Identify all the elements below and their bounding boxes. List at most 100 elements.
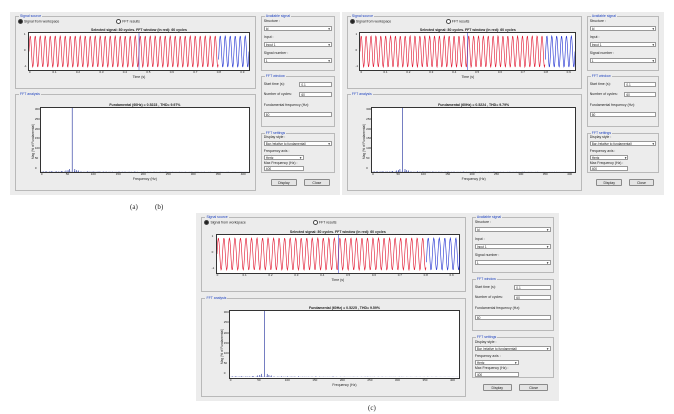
radio-label: Signal from workspace (210, 220, 246, 225)
cycles-input[interactable]: 60 (299, 91, 333, 97)
available-signal-group: Available signal Structure : Id Input : … (471, 214, 554, 274)
signal-xtick: 0.9 (566, 70, 571, 75)
fft-results-radio[interactable]: FFT results (445, 18, 469, 24)
structure-select[interactable]: Id (263, 25, 333, 31)
fft-xtick: 150 (445, 172, 451, 177)
signal-xtick: 0.7 (397, 273, 402, 278)
frequency-axis-select[interactable]: Hertz (263, 154, 304, 160)
fft-xlabel: Frequency (Hz) (132, 177, 157, 182)
fundamental-frequency-input[interactable]: 60 (263, 111, 333, 117)
signal-xtick: 0 (216, 273, 219, 278)
signal-from-workspace-radio[interactable]: Signal from workspace (17, 18, 59, 24)
signal-waveform-svg (28, 33, 249, 71)
fft-xlabel: Frequency (Hz) (332, 382, 357, 387)
start-time-label: Start time (s): (589, 81, 611, 86)
frequency-axis-select[interactable]: Hertz (474, 359, 519, 365)
fft-xtick: 400 (567, 172, 573, 177)
frequency-axis-select[interactable]: Hertz (589, 154, 629, 160)
fft-ytick: 250 (223, 320, 229, 325)
fft-xtick: 200 (140, 172, 146, 177)
fft-plot-title: Fundamental (60Hz) = 0.5224 , THD= 9.79% (438, 102, 510, 107)
display-style-select[interactable]: Bar (relative to fundamental) (589, 141, 657, 147)
fft-spectrum-plot: Fundamental (60Hz) = 0.5223 , THD= 9.97%… (31, 103, 251, 181)
fft-ytick: 150 (223, 340, 229, 345)
fft-analysis-title: FFT analysis (18, 92, 41, 97)
signal-from-workspace-radio[interactable]: Signal from workspace (204, 219, 246, 225)
signal-number-select[interactable]: 1 (474, 260, 551, 266)
input-select[interactable]: Input 1 (263, 42, 333, 48)
fft-ytick: 250 (34, 116, 40, 121)
max-frequency-input[interactable]: 400 (263, 166, 304, 172)
fft-ytick: 150 (34, 136, 40, 141)
signal-number-select[interactable]: 1 (263, 57, 333, 63)
display-button[interactable]: Display (270, 178, 298, 186)
max-frequency-label: Max Frequency (Hz) : (589, 160, 624, 165)
fft-xtick: 250 (367, 377, 373, 382)
signal-xtick: 0.5 (345, 273, 351, 278)
available-signal-title: Available signal (264, 13, 292, 18)
frequency-axis-label: Frequency axis : (474, 353, 501, 358)
signal-xlabel: Time (s) (461, 75, 475, 80)
signal-plot: Selected signal: 80 cycles. FFT window (… (24, 28, 251, 79)
start-time-input[interactable]: 0.1 (299, 81, 333, 87)
signal-ytick: -1 (211, 265, 215, 270)
fft-settings-title: FFT settings (264, 130, 287, 135)
max-frequency-input[interactable]: 400 (589, 166, 629, 172)
fft-results-radio[interactable]: FFT results (312, 219, 337, 225)
close-button[interactable]: Close (303, 178, 331, 186)
radio-unselected-icon (312, 219, 318, 225)
start-time-input[interactable]: 0.1 (624, 81, 657, 87)
fft-settings-group: FFT settings Display style : Bar (relati… (586, 130, 660, 174)
max-frequency-input[interactable]: 400 (474, 371, 519, 377)
fft-spectrum-svg (41, 107, 249, 172)
signal-xtick: 0.3 (429, 70, 434, 75)
start-time-input[interactable]: 0.1 (514, 284, 551, 290)
signal-xlabel: Time (s) (331, 278, 345, 283)
fft-xtick: 100 (284, 377, 290, 382)
cycles-input[interactable]: 60 (514, 294, 551, 300)
fft-xlabel: Frequency (Hz) (461, 177, 486, 182)
close-button[interactable]: Close (628, 178, 655, 186)
fft-xtick: 250 (165, 172, 171, 177)
display-button[interactable]: Display (596, 178, 623, 186)
display-style-label: Display style : (589, 135, 612, 140)
available-signal-group: Available signal Structure : Id Input : … (260, 13, 336, 71)
available-signal-title: Available signal (475, 214, 503, 219)
signal-plot-title: Selected signal: 80 cycles. FFT window (… (419, 28, 516, 33)
fft-ytick: 100 (34, 146, 40, 151)
fft-ytick: 50 (223, 361, 228, 366)
fft-xtick: 200 (469, 172, 475, 177)
signal-xtick: 0.4 (452, 70, 457, 75)
fft-window-c: Signal source Signal from workspace FFT … (196, 213, 559, 401)
fundamental-frequency-input[interactable]: 60 (474, 315, 551, 321)
cycles-input[interactable]: 60 (624, 91, 657, 97)
structure-select[interactable]: Id (589, 25, 657, 31)
structure-select[interactable]: Id (474, 226, 551, 232)
signal-xtick: 0.5 (474, 70, 480, 75)
fft-results-radio[interactable]: FFT results (116, 18, 140, 24)
display-button[interactable]: Display (482, 384, 512, 392)
input-select[interactable]: Input 1 (589, 42, 657, 48)
signal-number-select[interactable]: 1 (589, 57, 657, 63)
signal-number-label: Signal number : (474, 252, 500, 257)
signal-number-label: Signal number : (589, 50, 615, 55)
caption-a: (a) (130, 203, 138, 211)
signal-number-label: Signal number : (263, 50, 289, 55)
fundamental-frequency-input[interactable]: 60 (589, 111, 657, 117)
fft-xtick: 100 (420, 172, 426, 177)
signal-from-workspace-radio[interactable]: Signal from workspace (349, 18, 391, 24)
signal-xtick: 0.9 (449, 273, 454, 278)
display-style-select[interactable]: Bar (relative to fundamental) (263, 141, 333, 147)
signal-xtick: 0.8 (423, 273, 428, 278)
signal-outside-window-series (545, 35, 576, 69)
signal-xtick: 0.7 (193, 70, 198, 75)
fft-plot-title: Fundamental (60Hz) = 0.5223 , THD= 9.97% (109, 102, 181, 107)
structure-label: Structure : (589, 18, 606, 23)
fft-window-settings-title: FFT window (590, 74, 612, 79)
fft-xtick: 100 (90, 172, 96, 177)
display-style-select[interactable]: Bar (relative to fundamental) (474, 345, 551, 351)
signal-ytick: 1 (211, 233, 214, 238)
signal-ytick: 0 (23, 47, 26, 52)
close-button[interactable]: Close (519, 384, 549, 392)
input-select[interactable]: Input 1 (474, 243, 551, 249)
